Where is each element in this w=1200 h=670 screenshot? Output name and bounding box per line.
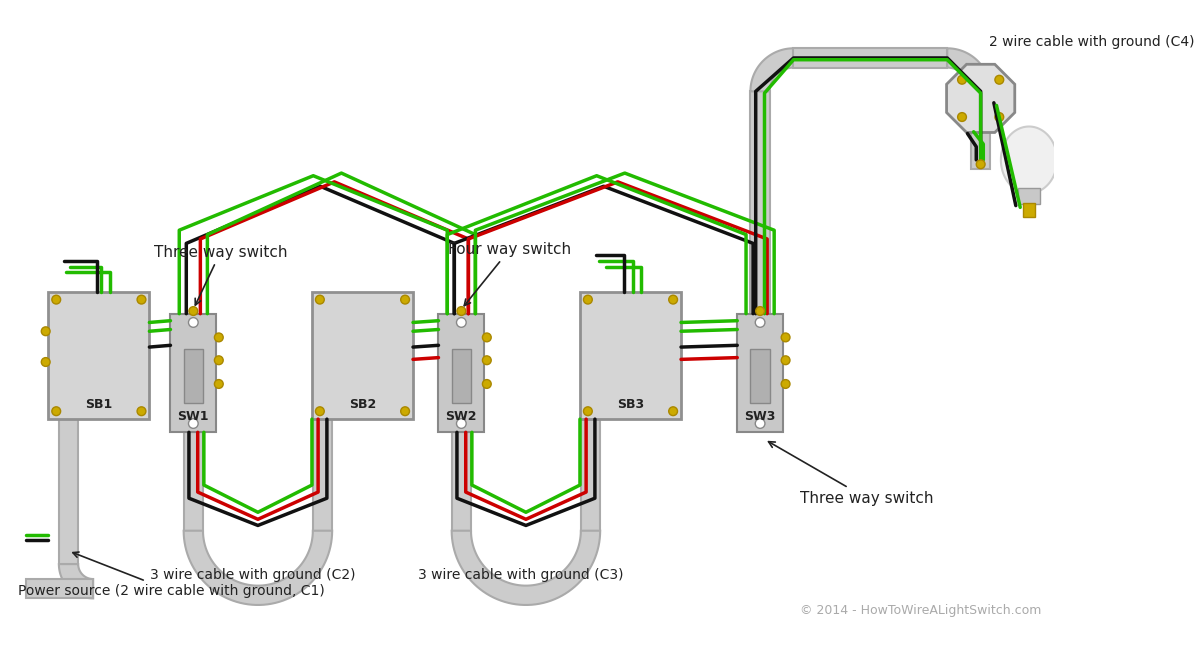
Text: SW3: SW3 xyxy=(744,410,775,423)
Bar xyxy=(438,314,484,432)
Bar xyxy=(793,48,947,68)
Bar xyxy=(170,314,216,432)
Circle shape xyxy=(958,113,966,121)
Text: SB1: SB1 xyxy=(85,398,113,411)
Text: SW1: SW1 xyxy=(178,410,209,423)
Circle shape xyxy=(958,75,966,84)
Circle shape xyxy=(781,356,790,364)
Bar xyxy=(451,432,472,531)
Circle shape xyxy=(137,295,146,304)
Circle shape xyxy=(781,380,790,389)
Text: 2 wire cable with ground (C4): 2 wire cable with ground (C4) xyxy=(990,35,1195,49)
Circle shape xyxy=(188,307,198,316)
Circle shape xyxy=(188,419,198,428)
Polygon shape xyxy=(1001,127,1057,193)
Bar xyxy=(184,432,203,531)
Text: Three way switch: Three way switch xyxy=(768,442,934,506)
Circle shape xyxy=(995,75,1003,84)
Circle shape xyxy=(668,407,678,415)
Circle shape xyxy=(215,380,223,389)
Circle shape xyxy=(995,113,1003,121)
Text: © 2014 - HowToWireALightSwitch.com: © 2014 - HowToWireALightSwitch.com xyxy=(800,604,1042,617)
Circle shape xyxy=(482,333,491,342)
Circle shape xyxy=(137,407,146,415)
Text: SB2: SB2 xyxy=(349,398,376,411)
Bar xyxy=(1022,203,1036,217)
Polygon shape xyxy=(947,48,990,91)
Polygon shape xyxy=(947,64,1015,133)
Bar xyxy=(184,349,203,403)
Text: Three way switch: Three way switch xyxy=(154,245,287,305)
Bar xyxy=(750,91,769,314)
Circle shape xyxy=(755,419,764,428)
Polygon shape xyxy=(59,564,94,598)
Text: SW2: SW2 xyxy=(445,410,478,423)
Circle shape xyxy=(583,407,593,415)
Bar xyxy=(581,419,600,531)
Bar xyxy=(48,291,149,419)
Text: 3 wire cable with ground (C2): 3 wire cable with ground (C2) xyxy=(150,567,355,582)
Bar xyxy=(59,419,78,564)
Circle shape xyxy=(215,356,223,364)
Circle shape xyxy=(583,295,593,304)
Circle shape xyxy=(781,333,790,342)
Circle shape xyxy=(316,295,324,304)
Circle shape xyxy=(401,295,409,304)
Circle shape xyxy=(401,407,409,415)
Circle shape xyxy=(755,318,764,328)
Bar xyxy=(451,349,472,403)
Circle shape xyxy=(668,295,678,304)
Circle shape xyxy=(482,356,491,364)
Circle shape xyxy=(482,380,491,389)
Circle shape xyxy=(457,307,466,316)
Polygon shape xyxy=(750,48,793,91)
Bar xyxy=(580,291,682,419)
Circle shape xyxy=(41,327,50,336)
Circle shape xyxy=(52,295,61,304)
Circle shape xyxy=(456,419,466,428)
Bar xyxy=(971,91,990,169)
Bar xyxy=(1018,188,1040,204)
Circle shape xyxy=(52,407,61,415)
Circle shape xyxy=(215,333,223,342)
Circle shape xyxy=(977,160,985,169)
Circle shape xyxy=(456,318,466,328)
Polygon shape xyxy=(451,531,600,605)
Bar xyxy=(750,349,769,403)
Text: Power source (2 wire cable with ground, C1): Power source (2 wire cable with ground, … xyxy=(18,552,324,598)
Text: Four way switch: Four way switch xyxy=(448,242,571,306)
Text: SB3: SB3 xyxy=(617,398,644,411)
Circle shape xyxy=(41,358,50,366)
Circle shape xyxy=(188,318,198,328)
Circle shape xyxy=(756,307,764,316)
Polygon shape xyxy=(184,531,332,605)
Bar xyxy=(313,419,332,531)
Bar xyxy=(737,314,782,432)
Bar xyxy=(312,291,413,419)
Bar xyxy=(26,579,94,598)
Text: 3 wire cable with ground (C3): 3 wire cable with ground (C3) xyxy=(418,567,623,582)
Circle shape xyxy=(316,407,324,415)
